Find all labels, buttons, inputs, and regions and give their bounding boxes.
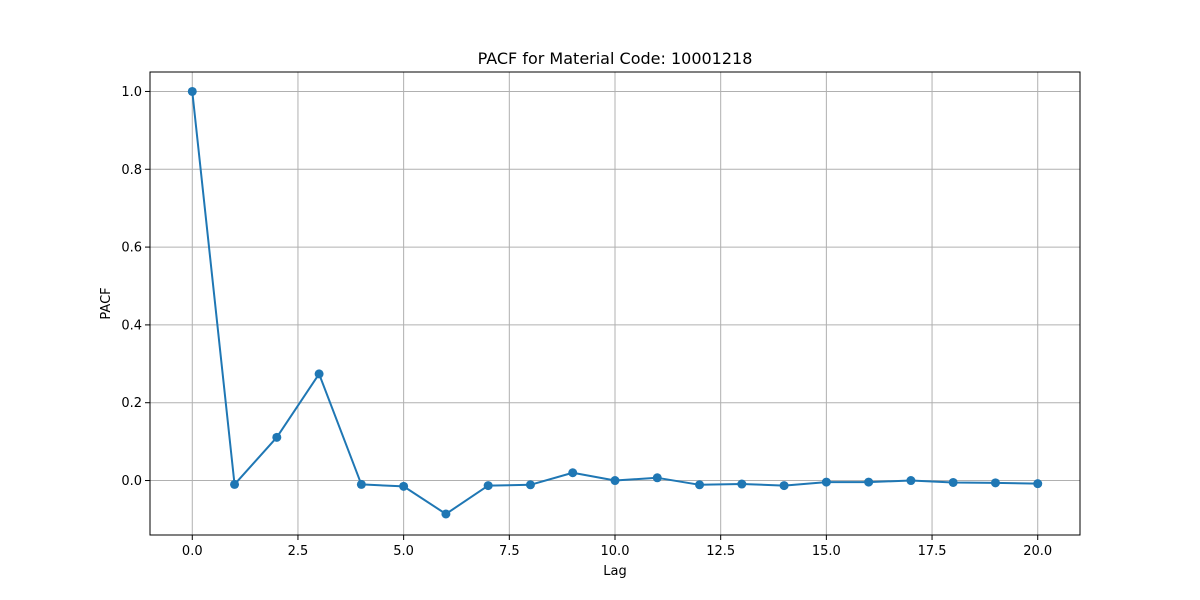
x-tick-label: 2.5 (288, 544, 309, 559)
x-tick-label: 5.0 (393, 544, 414, 559)
x-tick-label: 0.0 (182, 544, 203, 559)
data-point (821, 477, 831, 487)
x-axis-label: Lag (603, 564, 626, 579)
x-tick-label: 7.5 (499, 544, 520, 559)
data-point (230, 479, 240, 489)
data-point (652, 473, 662, 483)
data-point (779, 481, 789, 491)
data-point (906, 476, 916, 486)
x-tick-label: 10.0 (601, 544, 630, 559)
x-tick-label: 15.0 (812, 544, 841, 559)
y-axis-label: PACF (99, 287, 114, 319)
y-tick-label: 0.8 (121, 163, 142, 178)
x-axis-ticks: 0.0 2.5 5.0 7.5 10.0 12.5 15.0 17.5 20.0 (182, 535, 1052, 559)
y-tick-label: 0.6 (121, 241, 142, 256)
x-tick-label: 12.5 (706, 544, 735, 559)
chart-title: PACF for Material Code: 10001218 (478, 49, 753, 68)
y-tick-label: 0.4 (121, 318, 142, 333)
data-point (483, 481, 493, 491)
data-point (568, 468, 578, 478)
data-point (695, 480, 705, 490)
data-point (272, 432, 282, 442)
data-point (864, 477, 874, 487)
data-point (1033, 479, 1043, 489)
data-point (525, 480, 535, 490)
y-axis-ticks: 0.0 0.2 0.4 0.6 0.8 1.0 (121, 85, 150, 489)
data-point (441, 509, 451, 519)
y-tick-label: 0.0 (121, 474, 142, 489)
x-tick-label: 17.5 (918, 544, 947, 559)
data-point (399, 481, 409, 491)
data-point (737, 479, 747, 489)
data-point (356, 479, 366, 489)
data-point (948, 477, 958, 487)
data-point (990, 478, 1000, 488)
data-point (610, 476, 620, 486)
y-tick-label: 0.2 (121, 396, 142, 411)
series-pacf (187, 86, 1043, 519)
x-tick-label: 20.0 (1023, 544, 1052, 559)
y-tick-label: 1.0 (121, 85, 142, 100)
data-point (314, 369, 324, 379)
data-point (187, 86, 197, 96)
